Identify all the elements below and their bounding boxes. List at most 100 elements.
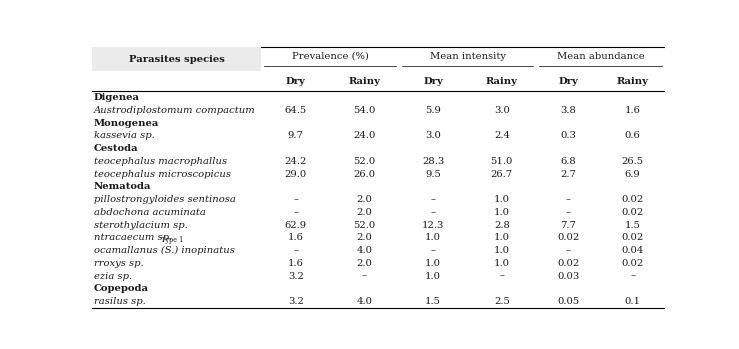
Text: –: –: [500, 272, 505, 281]
Text: 3.8: 3.8: [560, 106, 576, 115]
Text: 26.5: 26.5: [621, 157, 644, 166]
Text: rasilus sp.: rasilus sp.: [94, 297, 146, 306]
Text: –: –: [362, 272, 367, 281]
Text: 1.0: 1.0: [425, 233, 441, 242]
Text: Copepoda: Copepoda: [94, 284, 149, 293]
Text: 3.0: 3.0: [425, 132, 441, 141]
Text: 52.0: 52.0: [353, 221, 375, 230]
Text: 7.7: 7.7: [560, 221, 576, 230]
Text: Monogenea: Monogenea: [94, 119, 159, 128]
Text: 9.5: 9.5: [425, 170, 441, 179]
Text: 6.8: 6.8: [560, 157, 576, 166]
Text: –: –: [293, 208, 299, 217]
Text: 0.02: 0.02: [557, 259, 579, 268]
Text: 0.02: 0.02: [621, 233, 644, 242]
Text: pillostrongyloides sentinosa: pillostrongyloides sentinosa: [94, 195, 236, 204]
Text: 12.3: 12.3: [422, 221, 444, 230]
Text: 64.5: 64.5: [285, 106, 307, 115]
Text: Rainy: Rainy: [617, 77, 649, 86]
Text: 51.0: 51.0: [491, 157, 513, 166]
Text: 1.6: 1.6: [624, 106, 641, 115]
Text: 6.9: 6.9: [625, 170, 641, 179]
Text: 1.0: 1.0: [494, 259, 510, 268]
Text: 1.6: 1.6: [287, 259, 304, 268]
Text: 0.1: 0.1: [624, 297, 641, 306]
Text: abdochona acuminata: abdochona acuminata: [94, 208, 205, 217]
Text: Rainy: Rainy: [349, 77, 381, 86]
Text: ocamallanus (S.) inopinatus: ocamallanus (S.) inopinatus: [94, 246, 234, 255]
Text: ezia sp.: ezia sp.: [94, 272, 132, 281]
Text: 3.2: 3.2: [287, 272, 304, 281]
Text: –: –: [293, 246, 299, 255]
Text: Dry: Dry: [559, 77, 578, 86]
Text: 29.0: 29.0: [285, 170, 307, 179]
Text: 1.0: 1.0: [494, 208, 510, 217]
Text: Parasites species: Parasites species: [129, 54, 225, 64]
Text: –: –: [566, 208, 571, 217]
Text: 1.5: 1.5: [425, 297, 441, 306]
Text: 2.5: 2.5: [494, 297, 510, 306]
Text: 1.0: 1.0: [425, 259, 441, 268]
Text: 62.9: 62.9: [285, 221, 307, 230]
Text: 0.02: 0.02: [621, 259, 644, 268]
Text: Mean abundance: Mean abundance: [556, 52, 644, 61]
Text: 0.3: 0.3: [560, 132, 576, 141]
Text: –: –: [431, 208, 436, 217]
Text: 2.0: 2.0: [356, 233, 372, 242]
Text: 2.0: 2.0: [356, 259, 372, 268]
Text: 3.2: 3.2: [287, 297, 304, 306]
Text: 1.0: 1.0: [494, 195, 510, 204]
Text: Austrodiplostomum compactum: Austrodiplostomum compactum: [94, 106, 255, 115]
Text: 1.0: 1.0: [425, 272, 441, 281]
Text: 2.8: 2.8: [494, 221, 510, 230]
Text: –: –: [431, 246, 436, 255]
Text: 2.0: 2.0: [356, 208, 372, 217]
Text: 52.0: 52.0: [353, 157, 375, 166]
Text: 5.9: 5.9: [425, 106, 441, 115]
Text: –: –: [630, 272, 636, 281]
Text: 3.0: 3.0: [494, 106, 510, 115]
Text: Dry: Dry: [286, 77, 305, 86]
Text: 2.0: 2.0: [356, 195, 372, 204]
Text: 0.03: 0.03: [557, 272, 579, 281]
Text: 24.2: 24.2: [285, 157, 307, 166]
Text: 1.0: 1.0: [494, 233, 510, 242]
Text: 28.3: 28.3: [422, 157, 444, 166]
Text: Cestoda: Cestoda: [94, 144, 138, 153]
Text: teocephalus microscopicus: teocephalus microscopicus: [94, 170, 231, 179]
Text: kassevia sp.: kassevia sp.: [94, 132, 154, 141]
Text: rroxys sp.: rroxys sp.: [94, 259, 143, 268]
Text: 9.7: 9.7: [287, 132, 304, 141]
Text: 4.0: 4.0: [356, 246, 372, 255]
Text: 1.0: 1.0: [494, 246, 510, 255]
Text: 0.6: 0.6: [625, 132, 641, 141]
Text: 26.0: 26.0: [353, 170, 375, 179]
Text: –: –: [293, 195, 299, 204]
Text: –: –: [566, 246, 571, 255]
Text: teocephalus macrophallus: teocephalus macrophallus: [94, 157, 227, 166]
Text: Digenea: Digenea: [94, 93, 140, 102]
Text: 54.0: 54.0: [353, 106, 375, 115]
Text: 4.0: 4.0: [356, 297, 372, 306]
Text: Nematoda: Nematoda: [94, 183, 151, 192]
Text: 1.5: 1.5: [624, 221, 641, 230]
Text: 2.7: 2.7: [560, 170, 576, 179]
Text: 2.4: 2.4: [494, 132, 510, 141]
Text: 1.6: 1.6: [287, 233, 304, 242]
Text: Rainy: Rainy: [486, 77, 518, 86]
Text: 0.02: 0.02: [557, 233, 579, 242]
Text: 0.04: 0.04: [621, 246, 644, 255]
Text: –: –: [431, 195, 436, 204]
Text: ntracaecum sp.: ntracaecum sp.: [94, 233, 171, 242]
Text: 0.02: 0.02: [621, 195, 644, 204]
Text: sterothylacium sp.: sterothylacium sp.: [94, 221, 187, 230]
Text: 0.05: 0.05: [557, 297, 579, 306]
Text: Type 1: Type 1: [160, 236, 183, 244]
Text: Dry: Dry: [423, 77, 443, 86]
Text: 24.0: 24.0: [353, 132, 375, 141]
Text: Prevalence (%): Prevalence (%): [292, 52, 369, 61]
Bar: [92, 47, 262, 71]
Text: 0.02: 0.02: [621, 208, 644, 217]
Text: –: –: [566, 195, 571, 204]
Text: 26.7: 26.7: [491, 170, 513, 179]
